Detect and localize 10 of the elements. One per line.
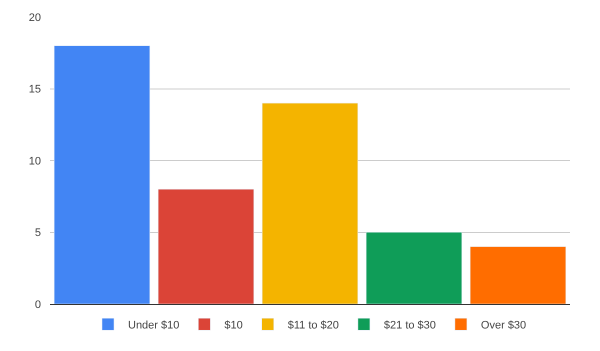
y-tick-label: 10: [28, 155, 41, 168]
legend-label: $11 to $20: [288, 320, 339, 332]
y-tick-label: 15: [28, 84, 41, 96]
y-tick-label: 0: [34, 298, 41, 311]
y-tick-label: 5: [34, 227, 41, 240]
legend-label: Under $10: [128, 320, 180, 332]
legend-label: $10: [224, 320, 243, 332]
legend-label: Over $30: [480, 320, 526, 332]
y-tick-label: 20: [28, 12, 41, 24]
legend-label: $21 to $30: [384, 320, 436, 332]
